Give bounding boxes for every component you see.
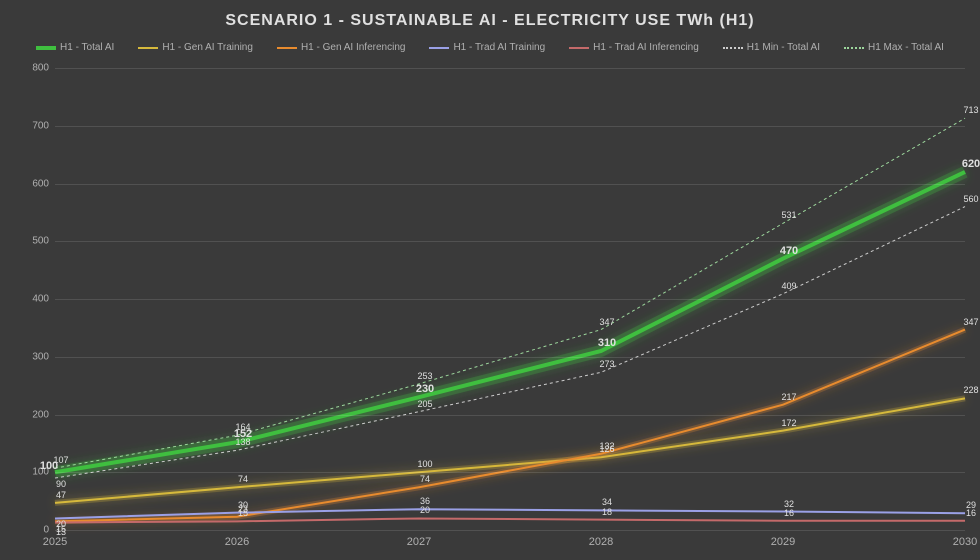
grid-line [55, 415, 965, 416]
grid-line [55, 299, 965, 300]
grid-line [55, 184, 965, 185]
legend-swatch [138, 47, 158, 49]
data-label: 347 [963, 317, 978, 327]
legend-swatch [429, 47, 449, 49]
grid-line [55, 68, 965, 69]
data-label: 228 [963, 385, 978, 395]
legend-label: H1 - Trad AI Training [453, 42, 545, 53]
series-line-max_total [55, 118, 965, 468]
legend-item: H1 - Trad AI Inferencing [569, 42, 699, 53]
legend-swatch [569, 47, 589, 49]
y-axis-tick-label: 800 [32, 63, 49, 74]
legend-item: H1 - Gen AI Inferencing [277, 42, 406, 53]
chart-legend: H1 - Total AI H1 - Gen AI Training H1 - Ge… [0, 42, 980, 53]
grid-line [55, 530, 965, 531]
y-axis-tick-label: 200 [32, 409, 49, 420]
grid-line [55, 241, 965, 242]
x-axis-tick-label: 2026 [225, 536, 249, 548]
legend-label: H1 - Gen AI Inferencing [301, 42, 406, 53]
legend-item: H1 - Gen AI Training [138, 42, 253, 53]
y-axis-tick-label: 700 [32, 120, 49, 131]
legend-item: H1 - Total AI [36, 42, 114, 53]
legend-label: H1 - Trad AI Inferencing [593, 42, 699, 53]
y-axis-tick-label: 0 [43, 525, 49, 536]
y-axis-tick-label: 300 [32, 351, 49, 362]
y-axis-tick-label: 100 [32, 467, 49, 478]
legend-swatch [277, 47, 297, 49]
x-axis-tick-label: 2027 [407, 536, 431, 548]
chart-container: SCENARIO 1 - SUSTAINABLE AI - ELECTRICIT… [0, 0, 980, 560]
legend-label: H1 - Total AI [60, 42, 114, 53]
x-axis-tick-label: 2028 [589, 536, 613, 548]
series-line-min_total [55, 207, 965, 478]
legend-item: H1 Min - Total AI [723, 42, 820, 53]
x-axis-tick-label: 2025 [43, 536, 67, 548]
data-label: 29 [966, 500, 976, 510]
chart-title: SCENARIO 1 - SUSTAINABLE AI - ELECTRICIT… [0, 12, 980, 30]
legend-item: H1 Max - Total AI [844, 42, 944, 53]
legend-label: H1 - Gen AI Training [162, 42, 253, 53]
y-axis-tick-label: 600 [32, 178, 49, 189]
data-label: 713 [963, 105, 978, 115]
x-axis-tick-label: 2030 [953, 536, 977, 548]
legend-label: H1 Max - Total AI [868, 42, 944, 53]
legend-label: H1 Min - Total AI [747, 42, 820, 53]
plot-area: 0100200300400500600700800202520262027202… [55, 68, 965, 530]
legend-swatch [844, 47, 864, 49]
y-axis-tick-label: 400 [32, 294, 49, 305]
y-axis-tick-label: 500 [32, 236, 49, 247]
grid-line [55, 357, 965, 358]
legend-item: H1 - Trad AI Training [429, 42, 545, 53]
data-label: 16 [966, 508, 976, 518]
series-line-total [55, 172, 965, 472]
legend-swatch [36, 46, 56, 50]
x-axis-tick-label: 2029 [771, 536, 795, 548]
data-label: 560 [963, 194, 978, 204]
grid-line [55, 126, 965, 127]
grid-line [55, 472, 965, 473]
legend-swatch [723, 47, 743, 49]
